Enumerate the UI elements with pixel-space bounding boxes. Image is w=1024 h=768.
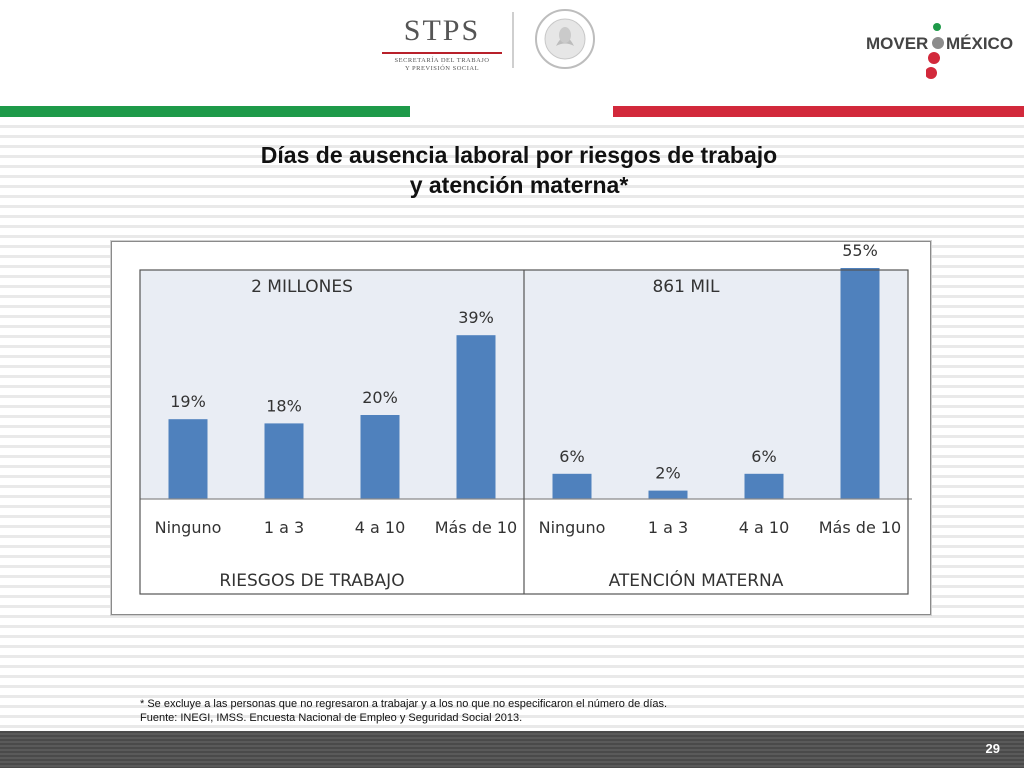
footnote-source: Fuente: INEGI, IMSS. Encuesta Nacional d… <box>140 712 523 724</box>
bar-0-0 <box>168 419 208 499</box>
chart-frame: 19% Ninguno 18% 1 a 3 20% 4 a 10 39% Más de 10 2… <box>111 241 931 615</box>
category-label-0-0: Ninguno <box>155 518 222 537</box>
bar-1-2 <box>744 473 784 499</box>
bar-1-1 <box>648 490 688 499</box>
header-green-bar <box>0 106 410 117</box>
page-number: 29 <box>985 741 1000 756</box>
stps-logo: STPS SECRETARÍA DEL TRABAJO Y PREVISIÓN … <box>382 14 502 74</box>
footnote-note: * Se excluye a las personas que no regre… <box>140 698 668 710</box>
stps-logo-rule <box>382 52 502 54</box>
data-label-0-0: 19% <box>170 392 206 411</box>
stps-logo-subtitle-1: SECRETARÍA DEL TRABAJO <box>394 57 490 64</box>
panel-axis-label-1: ATENCIÓN MATERNA <box>609 569 784 591</box>
mover-mexico-logo: MOVER MÉXICO <box>866 20 1022 84</box>
slide-title: Días de ausencia laboral por riesgos de … <box>0 140 1024 200</box>
footnote: * Se excluye a las personas que no regre… <box>140 697 667 725</box>
mover-mexico-logo-left: MOVER <box>866 34 929 53</box>
slide-title-line-2: y atención materna* <box>409 172 629 198</box>
data-label-0-1: 18% <box>266 396 302 415</box>
data-label-1-2: 6% <box>751 447 776 466</box>
header-red-bar <box>613 106 1024 117</box>
category-label-0-2: 4 a 10 <box>355 518 406 537</box>
bar-chart: 19% Ninguno 18% 1 a 3 20% 4 a 10 39% Más de 10 2… <box>139 242 912 595</box>
bar-1-0 <box>552 473 592 499</box>
bar-0-1 <box>264 423 304 499</box>
panel-title-1: 861 MIL <box>652 277 720 297</box>
footer-bar: 29 <box>0 731 1024 768</box>
data-label-0-2: 20% <box>362 388 398 407</box>
data-label-1-3: 55% <box>842 242 878 260</box>
data-label-1-0: 6% <box>559 447 584 466</box>
bar-0-3 <box>456 335 496 499</box>
plot-border <box>139 269 909 595</box>
logo-dots-icon <box>926 23 944 79</box>
category-label-1-0: Ninguno <box>539 518 606 537</box>
data-label-0-3: 39% <box>458 308 494 327</box>
national-seal-icon <box>535 9 595 69</box>
bar-1-3 <box>840 268 880 499</box>
stps-logo-subtitle-2: Y PREVISIÓN SOCIAL <box>404 65 480 72</box>
category-label-1-1: 1 a 3 <box>648 518 688 537</box>
category-label-1-2: 4 a 10 <box>739 518 790 537</box>
category-label-0-1: 1 a 3 <box>264 518 304 537</box>
mover-mexico-logo-right: MÉXICO <box>946 34 1014 53</box>
category-label-1-3: Más de 10 <box>819 518 901 537</box>
stps-logo-text: STPS <box>403 14 481 47</box>
slide-title-line-1: Días de ausencia laboral por riesgos de … <box>260 142 778 168</box>
header: STPS SECRETARÍA DEL TRABAJO Y PREVISIÓN … <box>0 0 1024 104</box>
bar-0-2 <box>360 415 400 499</box>
panel-title-0: 2 MILLONES <box>251 277 353 297</box>
logo-separator <box>512 12 514 68</box>
panel-axis-label-0: RIESGOS DE TRABAJO <box>219 571 404 591</box>
data-label-1-1: 2% <box>655 464 680 483</box>
category-label-0-3: Más de 10 <box>435 518 517 537</box>
